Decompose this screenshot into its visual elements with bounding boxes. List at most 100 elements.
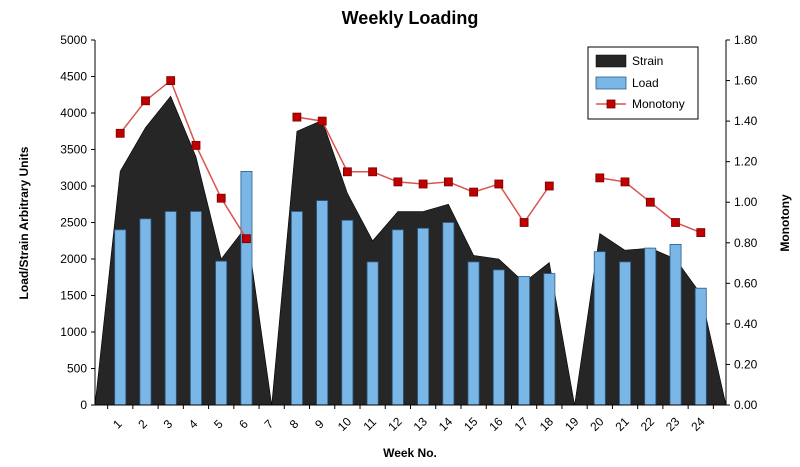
y2-tick-label: 0.20 bbox=[734, 357, 758, 371]
load-bar-week-6 bbox=[240, 170, 253, 406]
legend-swatch-strain bbox=[595, 54, 627, 68]
x-tick-label: 11 bbox=[360, 415, 379, 434]
load-bar-week-3 bbox=[164, 211, 177, 406]
x-tick-label: 17 bbox=[512, 414, 532, 434]
y-tick-label: 1500 bbox=[60, 289, 87, 303]
monotony-line-layer bbox=[115, 76, 706, 244]
monotony-point-week-24 bbox=[696, 228, 706, 238]
x-tick-label: 5 bbox=[211, 417, 226, 432]
legend-label-monotony: Monotony bbox=[632, 97, 685, 111]
x-tick-label: 7 bbox=[262, 417, 277, 432]
load-bar-week-8 bbox=[290, 211, 303, 406]
monotony-point-week-3 bbox=[166, 76, 176, 85]
monotony-point-week-2 bbox=[141, 96, 150, 106]
y2-tick-label: 0.00 bbox=[734, 398, 758, 412]
x-tick-label: 21 bbox=[612, 414, 632, 434]
load-bar-week-18 bbox=[543, 273, 556, 406]
monotony-point-week-4 bbox=[191, 140, 201, 150]
y2-tick-label: 0.60 bbox=[734, 276, 758, 290]
load-bar-week-1 bbox=[114, 229, 127, 406]
load-bar-week-14 bbox=[442, 222, 455, 406]
load-bar-week-11 bbox=[366, 261, 379, 406]
monotony-point-week-15 bbox=[469, 187, 479, 197]
load-bar-week-24 bbox=[694, 287, 707, 406]
monotony-point-week-13 bbox=[418, 179, 428, 189]
monotony-point-week-22 bbox=[645, 197, 655, 207]
legend-label-strain: Strain bbox=[632, 54, 663, 68]
chart-title: Weekly Loading bbox=[342, 8, 479, 28]
y-tick-label: 5000 bbox=[60, 33, 87, 47]
load-bar-week-5 bbox=[215, 260, 228, 406]
load-bar-week-23 bbox=[669, 243, 682, 406]
y-tick-label: 4500 bbox=[60, 70, 87, 84]
x-tick-label: 2 bbox=[135, 417, 150, 432]
y2-axis-title: Monotony bbox=[778, 194, 792, 252]
load-bar-week-22 bbox=[644, 247, 657, 406]
monotony-point-week-10 bbox=[342, 167, 352, 177]
monotony-point-week-20 bbox=[595, 173, 605, 183]
y-axis-title: Load/Strain Arbitrary Units bbox=[17, 146, 31, 299]
axes-layer bbox=[91, 39, 730, 409]
y-tick-label: 2500 bbox=[60, 216, 87, 230]
x-tick-label: 22 bbox=[638, 414, 658, 434]
monotony-point-week-6 bbox=[241, 234, 251, 244]
y2-tick-label: 0.80 bbox=[734, 236, 758, 250]
x-tick-label: 16 bbox=[486, 414, 506, 434]
x-tick-label: 24 bbox=[688, 414, 708, 434]
strain-area-layer bbox=[94, 95, 727, 406]
tick-labels-layer: 0 500 1000 1500 2000 2500 3000 3500 4000 4500 5000… bbox=[60, 33, 757, 434]
load-bar-week-16 bbox=[492, 269, 505, 406]
monotony-point-week-12 bbox=[393, 177, 403, 187]
x-tick-label: 23 bbox=[663, 414, 683, 434]
x-tick-label: 8 bbox=[287, 417, 302, 432]
x-tick-label: 18 bbox=[537, 414, 557, 434]
legend-label-load: Load bbox=[632, 76, 659, 90]
y-tick-label: 500 bbox=[67, 362, 87, 376]
legend: Strain Load Monotony bbox=[587, 46, 699, 120]
y2-tick-label: 1.60 bbox=[734, 74, 758, 88]
y2-tick-label: 1.40 bbox=[734, 114, 758, 128]
monotony-point-week-1 bbox=[115, 128, 125, 138]
load-bar-week-12 bbox=[391, 229, 404, 406]
monotony-line-segment bbox=[119, 79, 248, 240]
monotony-point-week-5 bbox=[216, 193, 226, 203]
load-bar-week-17 bbox=[518, 276, 531, 406]
x-tick-label: 19 bbox=[562, 414, 582, 434]
load-bar-week-15 bbox=[467, 261, 480, 406]
monotony-point-week-11 bbox=[368, 167, 378, 177]
monotony-point-week-21 bbox=[620, 177, 630, 187]
x-tick-label: 13 bbox=[411, 414, 431, 434]
x-tick-label: 12 bbox=[385, 414, 405, 434]
monotony-point-week-9 bbox=[317, 116, 327, 126]
x-tick-label: 3 bbox=[161, 417, 176, 432]
strain-area bbox=[94, 95, 727, 406]
y2-tick-label: 1.20 bbox=[734, 155, 758, 169]
y2-tick-label: 1.80 bbox=[734, 33, 758, 47]
load-bar-week-10 bbox=[341, 219, 354, 406]
y2-tick-label: 0.40 bbox=[734, 317, 758, 331]
legend-swatch-load bbox=[595, 76, 627, 90]
load-bar-week-13 bbox=[417, 227, 430, 406]
monotony-point-week-8 bbox=[292, 112, 302, 122]
x-tick-label: 20 bbox=[587, 414, 607, 434]
y2-tick-label: 1.00 bbox=[734, 195, 758, 209]
y-tick-label: 0 bbox=[80, 398, 87, 412]
monotony-point-week-16 bbox=[494, 179, 504, 189]
load-bars-layer bbox=[114, 170, 707, 406]
y-tick-label: 3500 bbox=[60, 143, 87, 157]
x-tick-label: 6 bbox=[236, 417, 251, 432]
x-tick-label: 1 bbox=[110, 417, 125, 432]
monotony-point-week-17 bbox=[519, 218, 529, 227]
y-tick-label: 1000 bbox=[60, 325, 87, 339]
load-bar-week-2 bbox=[139, 218, 152, 406]
y-tick-label: 4000 bbox=[60, 106, 87, 120]
x-axis-title: Week No. bbox=[383, 446, 437, 460]
x-tick-label: 9 bbox=[312, 417, 327, 432]
load-bar-week-4 bbox=[189, 211, 202, 406]
load-bar-week-20 bbox=[593, 251, 606, 406]
x-tick-label: 4 bbox=[186, 417, 201, 432]
legend-marker-monotony bbox=[606, 99, 616, 109]
x-tick-label: 14 bbox=[436, 414, 456, 434]
load-bar-week-9 bbox=[316, 200, 329, 406]
